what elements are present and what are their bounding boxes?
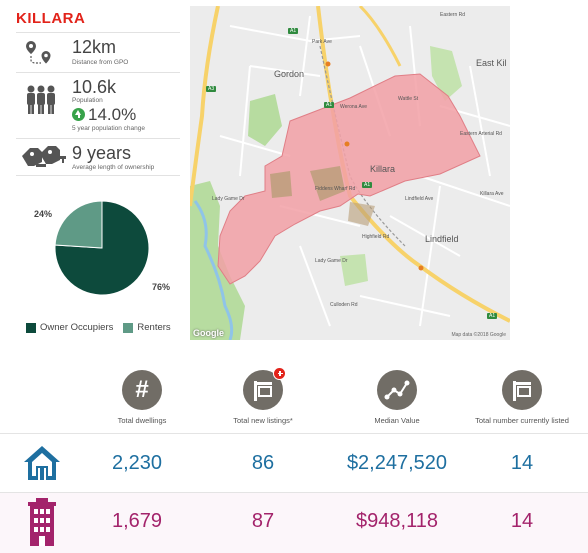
killara-boundary (217, 73, 481, 285)
ownership-label: Average length of ownership (72, 164, 155, 171)
population-label: Population (72, 97, 103, 104)
distance-value: 12km (72, 37, 117, 57)
house-icon (24, 446, 60, 480)
map-road-wattle-st: Wattle St (398, 96, 419, 102)
pie-label-renters: 24% (34, 209, 53, 219)
population-value: 10.6k (72, 77, 117, 97)
map-copyright: Map data ©2018 Google (451, 332, 506, 338)
map-river (193, 200, 234, 340)
col-label-median-value: Median Value (374, 416, 420, 425)
new-listing-sign-icon (243, 367, 286, 410)
unit-new-listings: 87 (251, 510, 275, 532)
map-label-east-killara: East Kil (476, 58, 507, 68)
map-shield-a1-south: A1 (362, 182, 373, 188)
col-label-currently-listed: Total number currently listed (475, 416, 569, 425)
pie-label-owners: 76% (152, 282, 171, 292)
map-label-killara: Killara (370, 164, 396, 174)
distance-stat: 12km Distance from GPO (16, 32, 180, 72)
map-park-south (340, 254, 368, 286)
trend-line-icon (377, 370, 417, 410)
map-park-gordon (248, 94, 282, 146)
suburb-map[interactable]: Gordon Killara Lindfield East Kil Park A… (190, 6, 510, 340)
legend-label-renters: Renters (137, 322, 171, 333)
legend-owner-occupiers: Owner Occupiers (26, 322, 113, 333)
population-growth-value: 14.0% (88, 105, 137, 124)
unit-row-background (0, 492, 588, 553)
map-road-eastern-arterial: Eastern Arterial Rd (460, 131, 502, 137)
ownership-stat: 9 years Average length of ownership (16, 138, 180, 176)
distance-label: Distance from GPO (72, 59, 129, 66)
map-road-killara-ave: Killara Ave (480, 191, 504, 197)
unit-median-value: $948,118 (356, 510, 438, 532)
lindfield-station-marker (418, 265, 424, 271)
house-new-listings: 86 (251, 452, 275, 474)
house-total-dwellings: 2,230 (111, 452, 163, 474)
gordon-station-marker (325, 61, 331, 67)
col-label-new-listings: Total new listings* (233, 416, 293, 425)
apartment-icon (28, 498, 56, 546)
population-stat: 10.6k Population 14.0% 5 year population… (16, 72, 180, 138)
table-divider-middle (0, 492, 588, 493)
map-park-east (430, 46, 462, 101)
house-median-value: $2,247,520 (346, 452, 448, 474)
suburb-stats-panel: KILLARA 12km Distance from GPO 10.6k Pop… (0, 0, 186, 340)
dwellings-table: # Total dwellings Total new listings* Me… (0, 360, 588, 553)
pie-slice-renters (54, 200, 103, 249)
map-road-culloden: Culloden Rd (330, 302, 358, 308)
pie-legend: Owner Occupiers Renters (26, 322, 181, 333)
legend-renters: Renters (123, 322, 171, 333)
map-shield-a3: A3 (206, 86, 217, 92)
legend-label-owners: Owner Occupiers (40, 322, 114, 333)
people-icon (27, 85, 55, 114)
map-label-gordon: Gordon (274, 69, 305, 79)
google-logo: Google (193, 328, 224, 338)
legend-swatch-owners (26, 322, 36, 333)
map-road-highfield: Highfield Rd (362, 234, 390, 240)
unit-currently-listed: 14 (510, 510, 534, 532)
keys-icon (22, 146, 66, 167)
map-shield-a1-north: A1 (288, 28, 299, 34)
listing-sign-icon (502, 370, 542, 410)
map-road-lindfield-ave: Lindfield Ave (405, 196, 434, 202)
map-eastern-rd (358, 6, 402, 67)
map-park-south-killara (348, 202, 375, 226)
map-park-west-killara (270, 171, 292, 198)
table-divider-top (0, 433, 588, 434)
map-road-park-ave: Park Ave (312, 39, 332, 45)
map-road-fiddens-wharf: Fiddens Wharf Rd (315, 186, 356, 192)
map-road-lady-game-1: Lady Game Dr (212, 196, 245, 202)
population-growth-label: 5 year population change (72, 125, 146, 132)
hash-icon: # (122, 370, 162, 410)
growth-up-icon (72, 108, 85, 121)
map-road-lady-game-2: Lady Game Dr (315, 258, 348, 264)
house-currently-listed: 14 (510, 452, 534, 474)
suburb-title: KILLARA (16, 10, 86, 27)
map-shield-a1-killara: A1 (324, 102, 335, 108)
pie-svg (54, 200, 150, 296)
location-route-icon (26, 41, 51, 64)
map-canvas (190, 6, 510, 340)
map-park-killara (310, 166, 345, 201)
ownership-value: 9 years (72, 143, 132, 163)
tenure-pie-chart: 24% 76% (0, 178, 186, 340)
map-road-eastern: Eastern Rd (440, 12, 466, 18)
killara-station-marker (344, 141, 350, 147)
map-shield-a1-east: A1 (487, 313, 498, 319)
new-badge-icon (273, 367, 286, 380)
unit-total-dwellings: 1,679 (111, 510, 163, 532)
map-label-lindfield: Lindfield (425, 234, 459, 244)
map-road-werona-ave: Werona Ave (340, 104, 368, 110)
map-a3-road (190, 6, 220, 207)
col-label-dwellings: Total dwellings (117, 416, 167, 425)
legend-swatch-renters (123, 322, 134, 333)
